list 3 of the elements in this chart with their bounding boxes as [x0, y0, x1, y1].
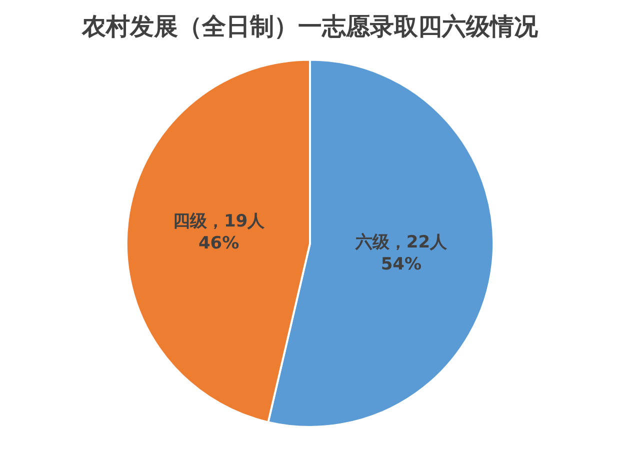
slice-label: 四级，19人 46%: [172, 211, 266, 254]
chart-title: 农村发展（全日制）一志愿录取四六级情况: [81, 12, 539, 41]
slice-label: 六级，22人 54%: [354, 232, 448, 274]
